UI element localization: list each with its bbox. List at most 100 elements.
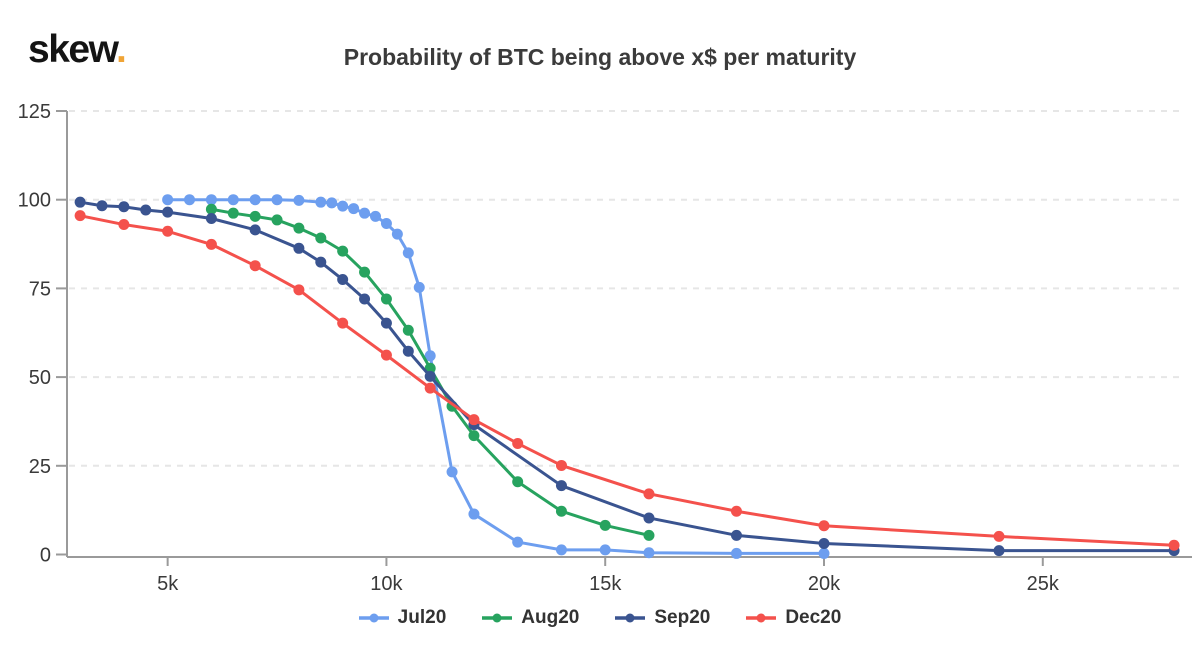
data-point[interactable] [205,238,217,250]
x-tick-label: 15k [589,573,622,595]
data-point[interactable] [599,519,611,531]
legend-item-dec20[interactable]: Dec20 [746,607,841,629]
data-point[interactable] [468,414,480,426]
data-point[interactable] [468,508,480,520]
data-point[interactable] [326,197,338,209]
legend-item-sep20[interactable]: Sep20 [615,607,710,629]
data-point[interactable] [118,219,130,231]
data-point[interactable] [249,224,261,236]
skew-logo[interactable]: skew. [28,28,127,71]
data-point[interactable] [293,284,305,296]
chart-title: Probability of BTC being above x$ per ma… [343,44,857,70]
data-point[interactable] [402,345,414,357]
data-point[interactable] [555,459,567,471]
data-point[interactable] [643,529,655,541]
legend-marker-aug20 [482,613,513,623]
data-point[interactable] [380,217,392,229]
data-point[interactable] [555,480,567,492]
data-point[interactable] [446,466,458,478]
data-point[interactable] [315,232,327,244]
legend-item-jul20[interactable]: Jul20 [358,607,446,629]
data-point[interactable] [96,200,108,212]
data-point[interactable] [337,274,349,286]
probability-chart[interactable]: 125 100 75 50 25 0 5k 10k 15k 20k 25k [0,85,1200,600]
data-point[interactable] [599,544,611,556]
data-point[interactable] [555,505,567,517]
data-point[interactable] [162,194,174,206]
logo-text: skew [28,28,117,71]
series-jul20[interactable] [162,194,830,559]
data-point[interactable] [993,530,1005,542]
data-point[interactable] [643,547,655,559]
data-point[interactable] [315,256,327,268]
data-point[interactable] [993,545,1005,557]
gridlines [69,110,1185,467]
data-point[interactable] [1168,539,1180,551]
data-point[interactable] [402,247,414,259]
data-point[interactable] [271,214,283,226]
data-point[interactable] [643,512,655,524]
data-point[interactable] [293,222,305,234]
data-point[interactable] [249,194,261,206]
data-point[interactable] [162,206,174,218]
data-point[interactable] [424,350,436,362]
data-point[interactable] [293,194,305,206]
data-point[interactable] [380,349,392,361]
data-point[interactable] [74,196,86,208]
data-point[interactable] [162,225,174,237]
data-point[interactable] [512,536,524,548]
y-tick-label: 75 [29,278,51,300]
y-tick-label: 125 [18,101,51,123]
data-point[interactable] [184,194,196,206]
data-point[interactable] [512,476,524,488]
data-point[interactable] [413,281,425,293]
data-point[interactable] [205,203,217,215]
series-aug20[interactable] [205,203,655,541]
data-point[interactable] [380,317,392,329]
data-point[interactable] [293,242,305,254]
data-point[interactable] [818,520,830,532]
legend-label-dec20: Dec20 [785,607,842,628]
data-point[interactable] [249,210,261,222]
data-point[interactable] [359,293,371,305]
data-point[interactable] [205,213,217,225]
data-point[interactable] [730,529,742,541]
data-point[interactable] [424,382,436,394]
legend: Jul20 Aug20 Sep20 Dec20 [0,607,1200,629]
data-point[interactable] [359,266,371,278]
data-point[interactable] [818,538,830,550]
x-tick-label: 20k [808,573,841,595]
data-point[interactable] [730,505,742,517]
data-point[interactable] [512,437,524,449]
data-point[interactable] [555,544,567,556]
data-point[interactable] [227,207,239,219]
data-point[interactable] [337,245,349,257]
data-point[interactable] [348,203,360,215]
series-sep20[interactable] [74,196,1180,557]
data-point[interactable] [359,207,371,219]
x-tick-label: 25k [1027,573,1060,595]
y-tick-label: 50 [29,367,51,389]
data-point[interactable] [337,200,349,212]
data-point[interactable] [249,260,261,272]
data-point[interactable] [391,228,403,240]
series-dec20[interactable] [74,210,1180,551]
data-point[interactable] [730,547,742,559]
data-point[interactable] [337,317,349,329]
data-point[interactable] [643,488,655,500]
data-point[interactable] [380,293,392,305]
data-point[interactable] [315,196,327,208]
data-point[interactable] [205,194,217,206]
data-point[interactable] [271,194,283,206]
data-point[interactable] [118,201,130,213]
data-point[interactable] [227,194,239,206]
data-point[interactable] [369,210,381,222]
data-point[interactable] [74,210,86,222]
data-point[interactable] [818,547,830,559]
data-point[interactable] [140,204,152,216]
data-point[interactable] [424,370,436,382]
data-point[interactable] [468,430,480,442]
data-point[interactable] [402,324,414,336]
axes: 125 100 75 50 25 0 5k 10k 15k 20k 25k [18,101,1192,595]
legend-item-aug20[interactable]: Aug20 [482,607,579,629]
